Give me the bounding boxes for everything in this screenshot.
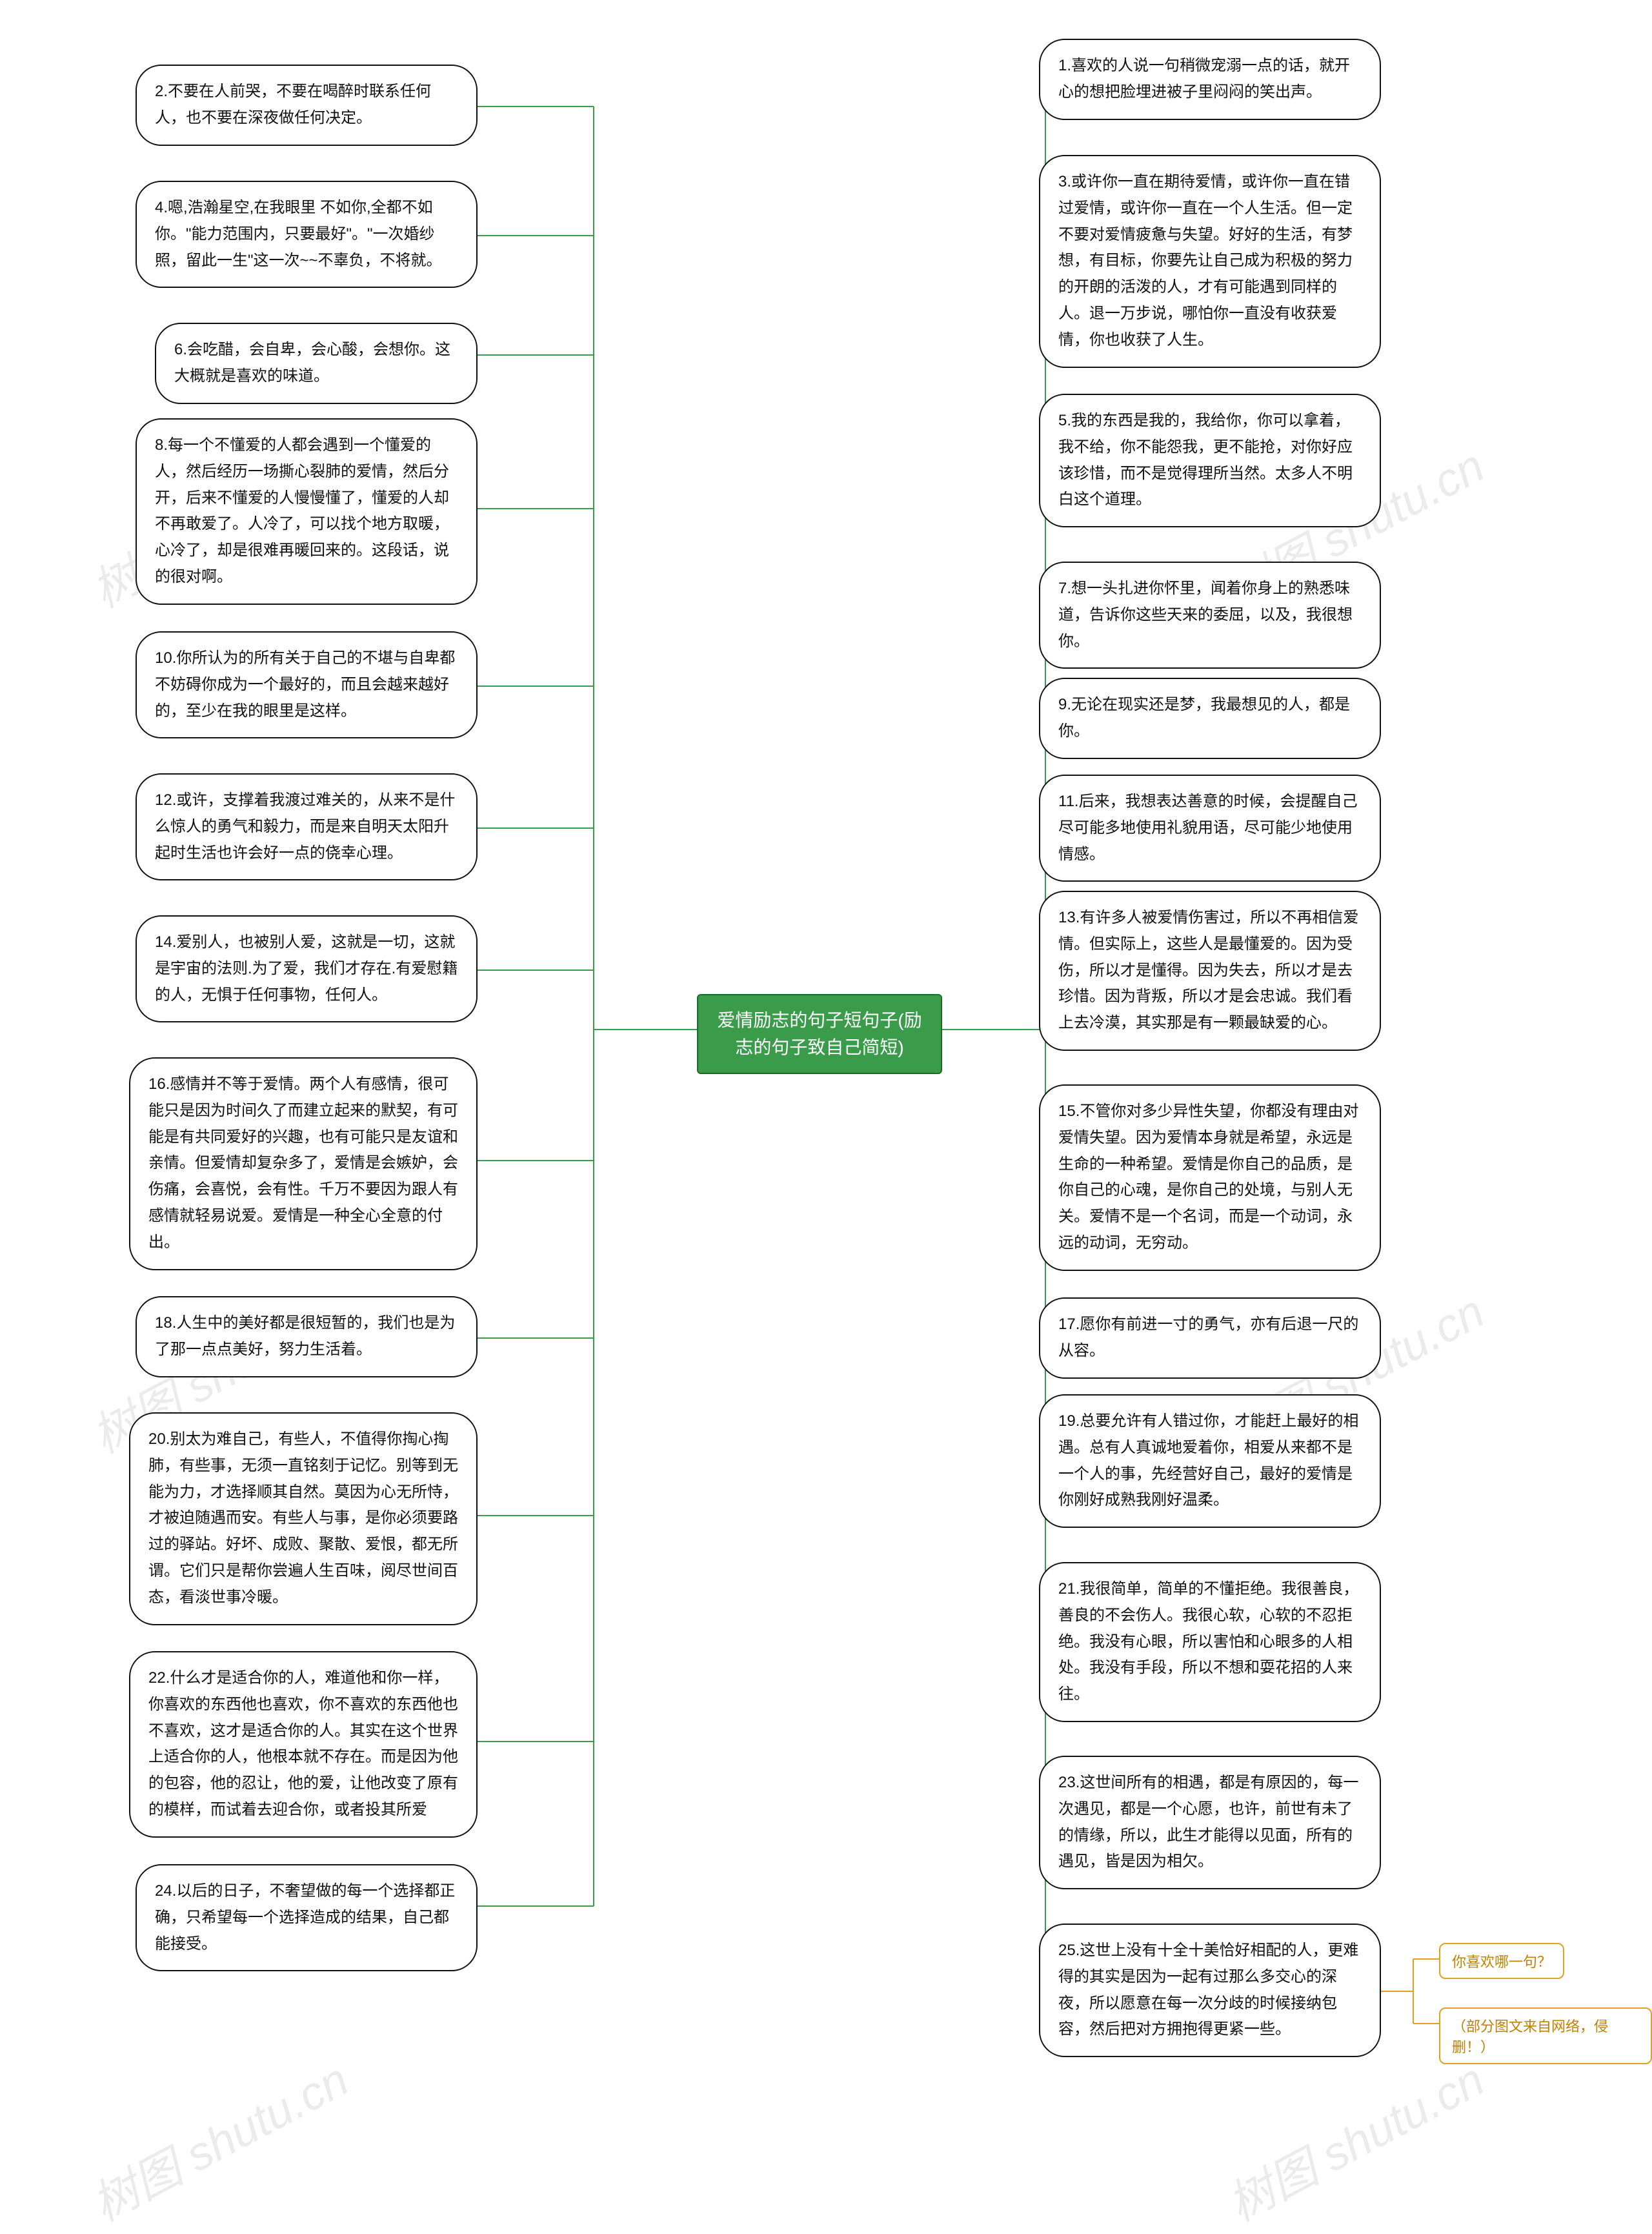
node-14: 14.爱别人，也被别人爱，这就是一切，这就是宇宙的法则.为了爱，我们才存在.有爱… [136, 915, 478, 1022]
node-5: 5.我的东西是我的，我给你，你可以拿着，我不给，你不能怨我，更不能抢，对你好应该… [1039, 394, 1381, 527]
node-10: 10.你所认为的所有关于自己的不堪与自卑都不妨碍你成为一个最好的，而且会越来越好… [136, 631, 478, 738]
watermark: 树图 shutu.cn [78, 2042, 358, 2234]
node-18: 18.人生中的美好都是很短暂的，我们也是为了那一点点美好，努力生活着。 [136, 1296, 478, 1377]
node-8: 8.每一个不懂爱的人都会遇到一个懂爱的人，然后经历一场撕心裂肺的爱情，然后分开，… [136, 418, 478, 605]
node-3: 3.或许你一直在期待爱情，或许你一直在错过爱情，或许你一直在一个人生活。但一定不… [1039, 155, 1381, 368]
node-19: 19.总要允许有人错过你，才能赶上最好的相遇。总有人真诚地爱着你，相爱从来都不是… [1039, 1394, 1381, 1528]
mindmap-canvas: 树图 shutu.cn 树图 shutu.cn 树图 shutu.cn 树图 s… [0, 0, 1652, 2184]
node-6: 6.会吃醋，会自卑，会心酸，会想你。这大概就是喜欢的味道。 [155, 323, 478, 404]
node-22: 22.什么才是适合你的人，难道他和你一样，你喜欢的东西他也喜欢，你不喜欢的东西他… [129, 1651, 478, 1838]
node-1: 1.喜欢的人说一句稍微宠溺一点的话，就开心的想把脸埋进被子里闷闷的笑出声。 [1039, 39, 1381, 120]
node-11: 11.后来，我想表达善意的时候，会提醒自己尽可能多地使用礼貌用语，尽可能少地使用… [1039, 775, 1381, 882]
node-12: 12.或许，支撑着我渡过难关的，从来不是什么惊人的勇气和毅力，而是来自明天太阳升… [136, 773, 478, 880]
node-2: 2.不要在人前哭，不要在喝醉时联系任何人，也不要在深夜做任何决定。 [136, 65, 478, 146]
node-25: 25.这世上没有十全十美恰好相配的人，更难得的其实是因为一起有过那么多交心的深夜… [1039, 1924, 1381, 2057]
center-node: 爱情励志的句子短句子(励 志的句子致自己简短) [697, 994, 942, 1074]
node-21: 21.我很简单，简单的不懂拒绝。我很善良，善良的不会伤人。我很心软，心软的不忍拒… [1039, 1562, 1381, 1722]
node-13: 13.有许多人被爱情伤害过，所以不再相信爱情。但实际上，这些人是最懂爱的。因为受… [1039, 891, 1381, 1051]
node-7: 7.想一头扎进你怀里，闻着你身上的熟悉味道，告诉你这些天来的委屈，以及，我很想你… [1039, 562, 1381, 669]
node-9: 9.无论在现实还是梦，我最想见的人，都是你。 [1039, 678, 1381, 759]
watermark: 树图 shutu.cn [1214, 2042, 1494, 2234]
node-17: 17.愿你有前进一寸的勇气，亦有后退一尺的从容。 [1039, 1297, 1381, 1379]
node-23: 23.这世间所有的相遇，都是有原因的，每一次遇见，都是一个心愿，也许，前世有未了… [1039, 1756, 1381, 1889]
node-15: 15.不管你对多少异性失望，你都没有理由对爱情失望。因为爱情本身就是希望，永远是… [1039, 1084, 1381, 1271]
footer-question: 你喜欢哪一句？ [1439, 1943, 1564, 1979]
node-24: 24.以后的日子，不奢望做的每一个选择都正确，只希望每一个选择造成的结果，自己都… [136, 1864, 478, 1971]
node-20: 20.别太为难自己，有些人，不值得你掏心掏肺，有些事，无须一直铭刻于记忆。别等到… [129, 1412, 478, 1625]
node-4: 4.嗯,浩瀚星空,在我眼里 不如你,全都不如你。"能力范围内，只要最好"。"一次… [136, 181, 478, 288]
node-16: 16.感情并不等于爱情。两个人有感情，很可能只是因为时间久了而建立起来的默契，有… [129, 1057, 478, 1270]
footer-source: （部分图文来自网络，侵删！） [1439, 2007, 1652, 2064]
